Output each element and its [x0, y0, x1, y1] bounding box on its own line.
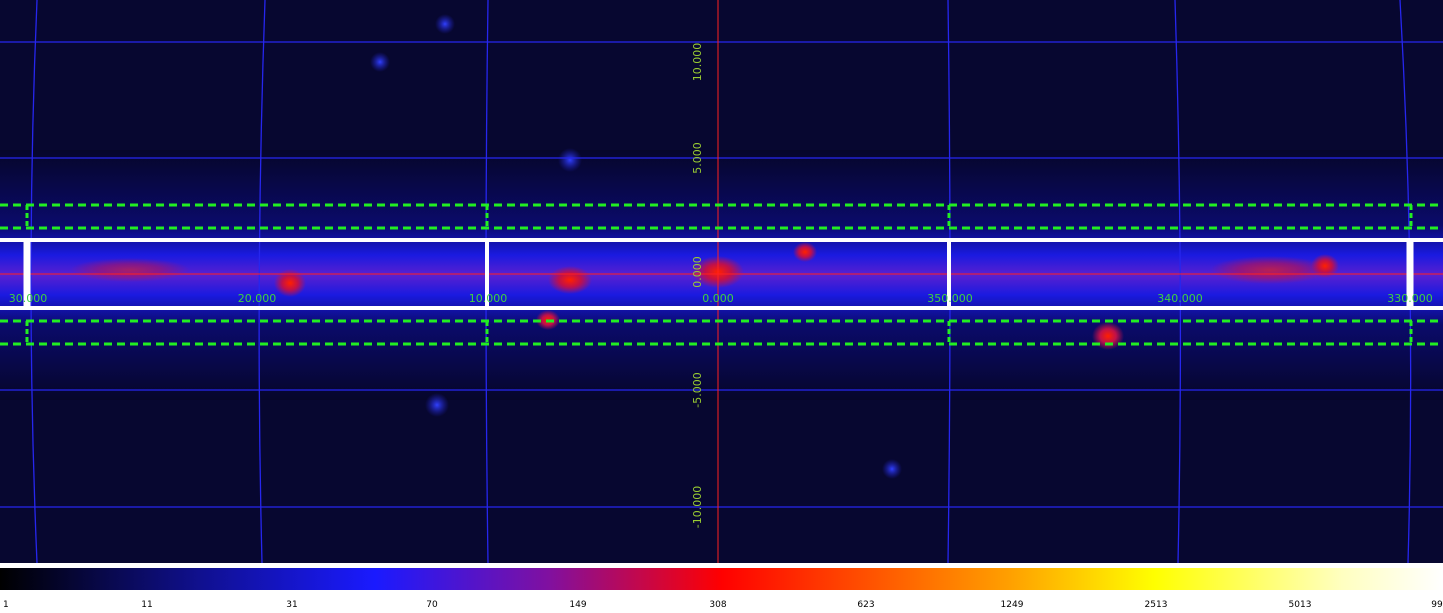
colorbar-label: 1: [3, 600, 9, 610]
y-coord-label: 5.000: [691, 142, 704, 174]
colorbar-label: 11: [141, 600, 152, 610]
colorbar-label: 70: [426, 600, 438, 610]
y-coord-label: -10.000: [691, 486, 704, 528]
x-coord-label: 20.000: [238, 292, 277, 305]
coordinate-grid: [0, 0, 1443, 564]
colorbar-label: 308: [709, 600, 726, 610]
y-coord-label: 10.000: [691, 43, 704, 82]
x-coord-label: 30.000: [9, 292, 48, 305]
x-coord-label: 10.000: [469, 292, 508, 305]
colorbar-label: 5013: [1289, 600, 1312, 610]
y-coord-label: 0.000: [691, 256, 704, 288]
x-coord-label: 0.000: [702, 292, 734, 305]
colorbar-label: 2513: [1145, 600, 1168, 610]
sky-image: [0, 0, 1443, 563]
x-coord-label: 350.000: [927, 292, 973, 305]
region-green: [0, 203, 1443, 346]
colorbar-label: 31: [286, 600, 297, 610]
colorbar-label: 623: [857, 600, 874, 610]
colorbar-label: 99: [1431, 600, 1443, 610]
y-coord-label: -5.000: [691, 372, 704, 407]
colorbar-label: 1249: [1001, 600, 1024, 610]
x-coord-label: 330.000: [1387, 292, 1433, 305]
colorbar: [0, 568, 1443, 590]
separator: [0, 563, 1443, 567]
region-white: [0, 238, 1443, 310]
colorbar-label: 149: [569, 600, 586, 610]
x-coord-label: 340.000: [1157, 292, 1203, 305]
